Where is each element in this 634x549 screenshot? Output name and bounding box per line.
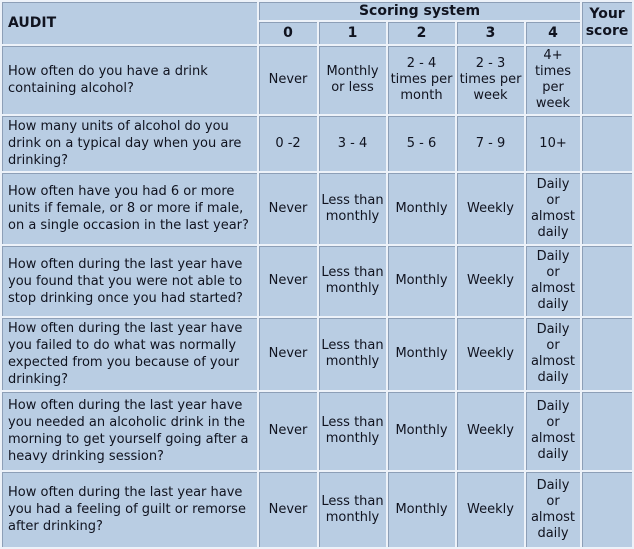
option-cell: Weekly	[457, 472, 524, 547]
your-score-cell	[582, 318, 633, 390]
audit-title: AUDIT	[2, 2, 257, 44]
option-cell: Weekly	[457, 173, 524, 244]
option-cell: Never	[259, 472, 317, 547]
option-cell: Never	[259, 173, 317, 244]
scoring-system-header: Scoring system	[259, 2, 581, 20]
table-row: How often during the last year have you …	[2, 472, 633, 547]
table-row: How many units of alcohol do you drink o…	[2, 116, 633, 171]
your-score-cell	[582, 46, 633, 114]
question-cell: How many units of alcohol do you drink o…	[2, 116, 257, 171]
question-cell: How often during the last year have you …	[2, 392, 257, 470]
option-cell: Monthly	[388, 246, 455, 316]
option-cell: 5 - 6	[388, 116, 455, 171]
option-cell: 3 - 4	[319, 116, 386, 171]
option-cell: 0 -2	[259, 116, 317, 171]
option-cell: Less than monthly	[319, 392, 386, 470]
option-cell: Daily or almost daily	[526, 392, 581, 470]
option-cell: Never	[259, 392, 317, 470]
your-score-cell	[582, 472, 633, 547]
option-cell: Monthly	[388, 392, 455, 470]
option-cell: 7 - 9	[457, 116, 524, 171]
table-row: How often have you had 6 or more units i…	[2, 173, 633, 244]
table-row: How often during the last year have you …	[2, 318, 633, 390]
option-cell: Monthly	[388, 472, 455, 547]
question-cell: How often during the last year have you …	[2, 318, 257, 390]
option-cell: Daily or almost daily	[526, 318, 581, 390]
question-cell: How often have you had 6 or more units i…	[2, 173, 257, 244]
option-cell: Daily or almost daily	[526, 472, 581, 547]
option-cell: Weekly	[457, 392, 524, 470]
option-cell: Monthly	[388, 318, 455, 390]
your-score-cell	[582, 116, 633, 171]
question-cell: How often do you have a drink containing…	[2, 46, 257, 114]
option-cell: Monthly	[388, 173, 455, 244]
option-cell: 10+	[526, 116, 581, 171]
your-score-cell	[582, 246, 633, 316]
score-col-0: 0	[259, 22, 317, 44]
your-score-cell	[582, 173, 633, 244]
option-cell: 4+ times per week	[526, 46, 581, 114]
question-cell: How often during the last year have you …	[2, 246, 257, 316]
option-cell: Never	[259, 246, 317, 316]
score-col-1: 1	[319, 22, 386, 44]
option-cell: Less than monthly	[319, 173, 386, 244]
option-cell: 2 - 4 times per month	[388, 46, 455, 114]
option-cell: 2 - 3 times per week	[457, 46, 524, 114]
option-cell: Never	[259, 46, 317, 114]
option-cell: Monthly or less	[319, 46, 386, 114]
question-cell: How often during the last year have you …	[2, 472, 257, 547]
option-cell: Less than monthly	[319, 318, 386, 390]
score-col-4: 4	[526, 22, 581, 44]
table-row: How often during the last year have you …	[2, 392, 633, 470]
header-row-scores: 0 1 2 3 4	[2, 22, 632, 44]
table-row: How often do you have a drink containing…	[2, 46, 633, 114]
your-score-cell	[582, 392, 633, 470]
option-cell: Less than monthly	[319, 472, 386, 547]
option-cell: Daily or almost daily	[526, 246, 581, 316]
score-col-2: 2	[388, 22, 455, 44]
table-row: How often during the last year have you …	[2, 246, 633, 316]
header-row-top: AUDIT Scoring system Your score	[2, 2, 633, 44]
option-cell: Daily or almost daily	[526, 173, 581, 244]
score-col-3: 3	[457, 22, 524, 44]
option-cell: Never	[259, 318, 317, 390]
your-score-header: Your score	[582, 2, 633, 44]
option-cell: Weekly	[457, 246, 524, 316]
option-cell: Less than monthly	[319, 246, 386, 316]
option-cell: Weekly	[457, 318, 524, 390]
